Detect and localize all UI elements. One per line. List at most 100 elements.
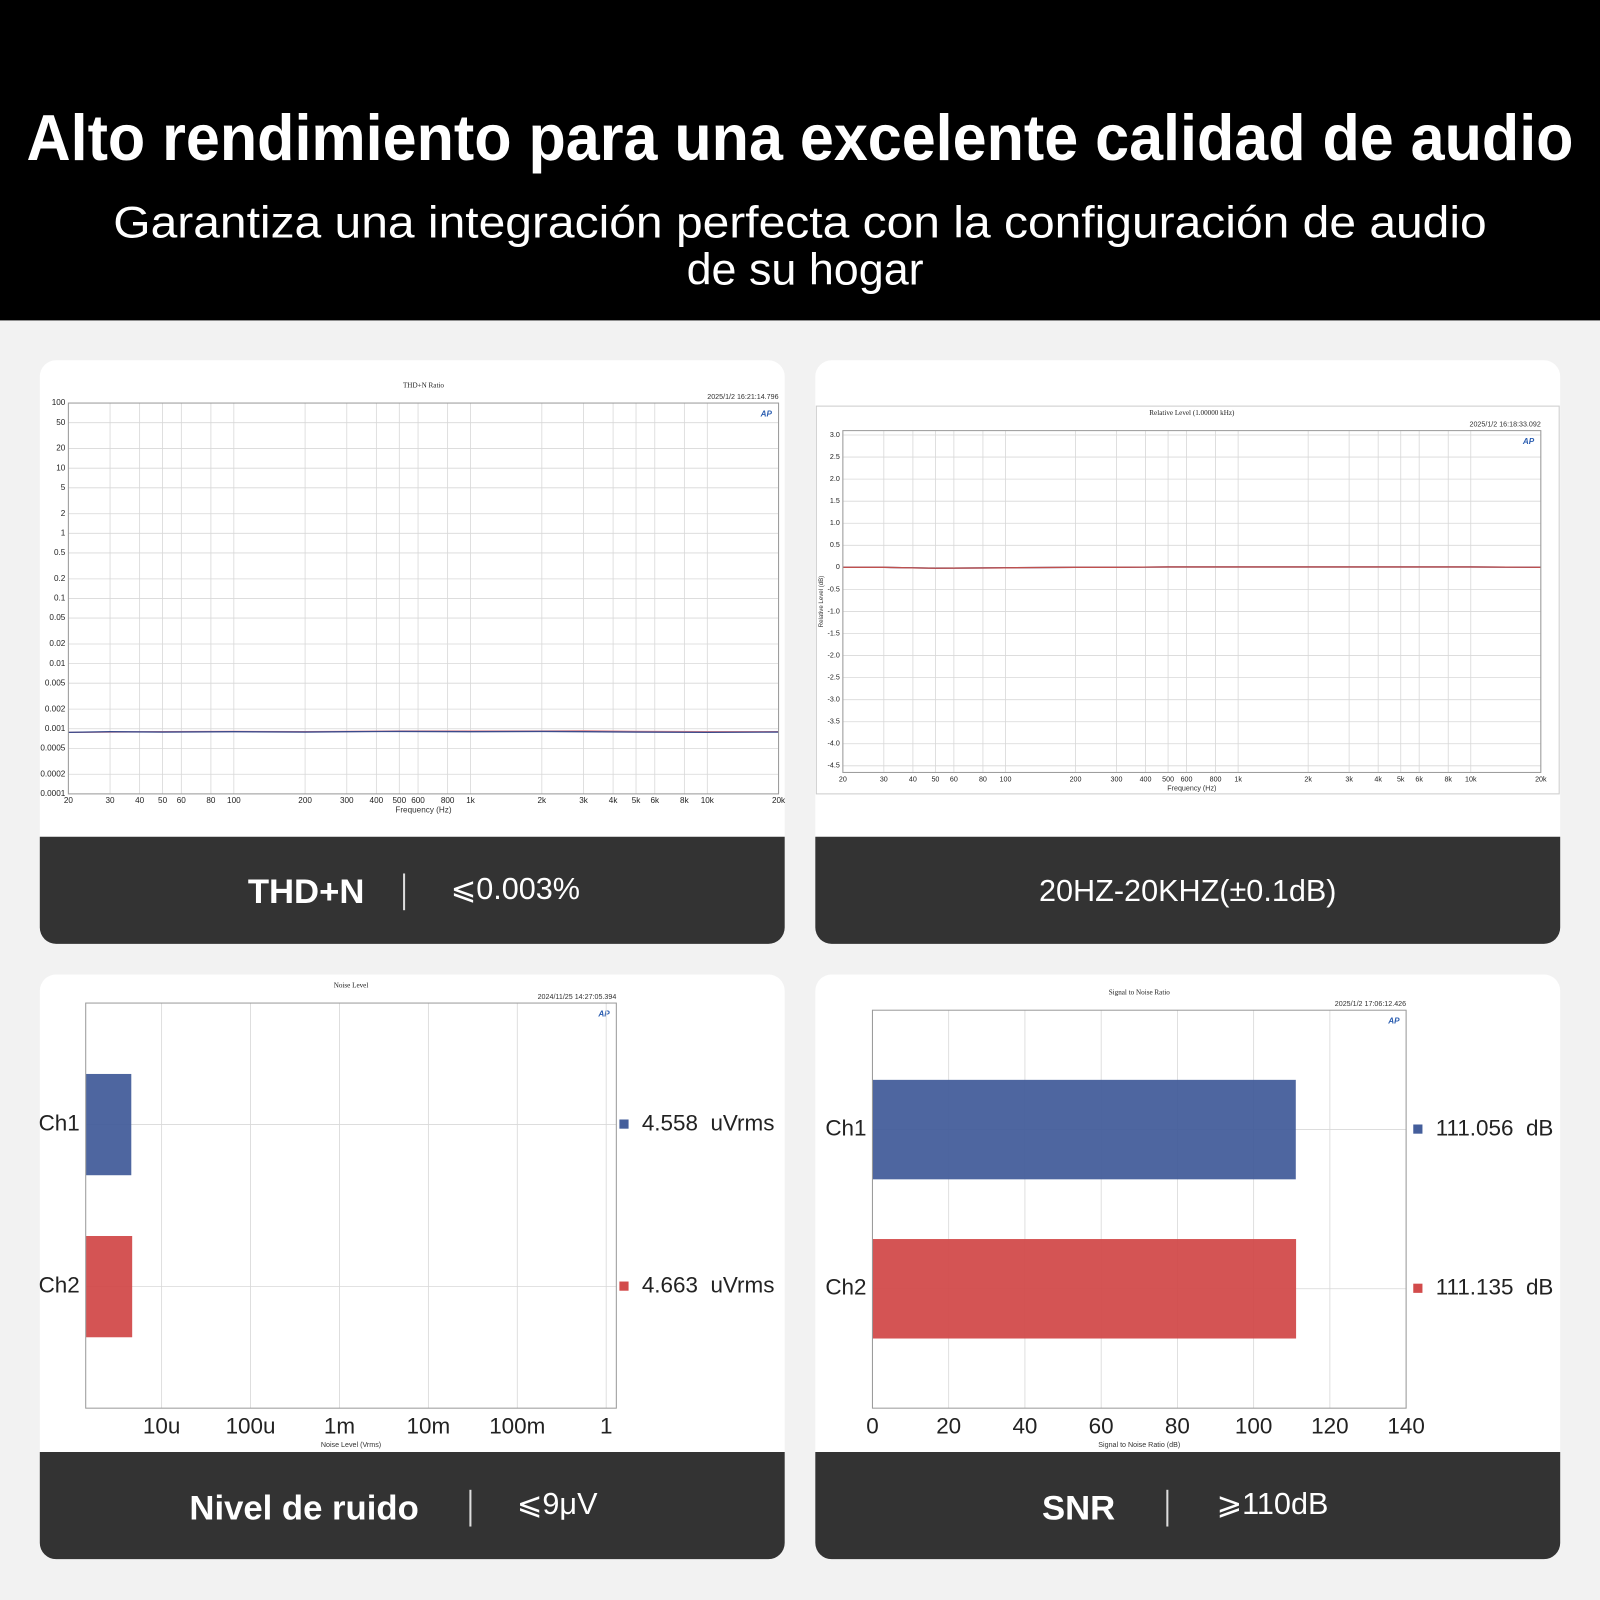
value-label: 111.135 dB [1436, 1275, 1554, 1300]
chart-border [815, 405, 1560, 795]
x-tick-label: 2k [1304, 775, 1312, 783]
category-label: Ch2 [825, 1275, 866, 1300]
category-label: Ch1 [825, 1116, 866, 1141]
x-tick-label: 10k [701, 796, 715, 805]
x-tick-label: 500 [393, 796, 407, 805]
x-tick-label: 3k [579, 796, 589, 805]
x-tick-label: 30 [880, 775, 888, 783]
card [815, 360, 1561, 944]
x-tick-label: 40 [135, 796, 145, 805]
y-tick-label: -1.5 [828, 629, 840, 637]
caption-label: SNR [1042, 1489, 1115, 1527]
x-tick-label: 60 [950, 775, 958, 783]
y-tick-label: 5 [61, 483, 66, 492]
card [39, 974, 785, 1560]
timestamp: 2025/1/2 17:06:12.426 [1335, 1000, 1406, 1008]
chart-title: Signal to Noise Ratio [1109, 988, 1171, 996]
data-line [842, 566, 1541, 569]
caption-band [815, 1452, 1561, 1560]
caption-value: ⩽0.003% [451, 872, 580, 906]
legend-swatch [619, 1281, 629, 1291]
x-tick-label: 100 [1235, 1413, 1272, 1438]
x-tick-label: 120 [1311, 1413, 1348, 1438]
data-line [68, 730, 779, 734]
y-tick-label: 0.001 [45, 724, 66, 733]
x-tick-label: 10k [1465, 775, 1477, 783]
value-label: 4.558 uVrms [642, 1111, 775, 1136]
legend-swatch [619, 1119, 629, 1129]
logo: AP [1387, 1017, 1400, 1026]
logo: AP [597, 1009, 610, 1018]
card [39, 360, 785, 944]
x-tick-label: 8k [680, 796, 690, 805]
logo: AP [760, 409, 773, 418]
x-tick-label: 500 [1162, 775, 1174, 783]
y-tick-label: 3.0 [830, 431, 840, 439]
y-tick-label: -4.0 [828, 740, 840, 748]
caption-value: ⩾110dB [1217, 1487, 1329, 1521]
chart-title: Relative Level (1.00000 kHz) [1149, 409, 1235, 417]
y-tick-label: 50 [56, 418, 66, 427]
x-tick-label: 100 [227, 796, 241, 805]
y-tick-label: 1.0 [830, 519, 840, 527]
x-tick-label: 400 [1140, 775, 1152, 783]
x-tick-label: 8k [1444, 775, 1452, 783]
value-label: 111.056 dB [1436, 1116, 1554, 1141]
logo: AP [1522, 437, 1535, 446]
x-tick-label: 140 [1387, 1413, 1424, 1438]
x-tick-label: 1k [1234, 775, 1242, 783]
category-label: Ch1 [39, 1111, 80, 1136]
y-tick-label: 2 [61, 509, 66, 518]
x-tick-label: 20 [64, 796, 74, 805]
x-tick-label: 4k [609, 796, 619, 805]
x-tick-label: 80 [979, 775, 987, 783]
x-tick-label: 20k [772, 796, 786, 805]
x-tick-label: 0 [866, 1413, 878, 1438]
y-tick-label: -0.5 [828, 585, 840, 593]
x-tick-label: 80 [206, 796, 216, 805]
timestamp: 2025/1/2 16:18:33.092 [1469, 420, 1540, 428]
bar [872, 1239, 1297, 1339]
x-tick-label: 50 [931, 775, 939, 783]
y-tick-label: -3.0 [828, 696, 840, 704]
plot-frame [842, 430, 1542, 773]
caption-band [815, 836, 1561, 944]
x-axis-label: Frequency (Hz) [395, 805, 451, 814]
chart-title: Noise Level [334, 981, 369, 989]
y-tick-label: 0.02 [49, 639, 65, 648]
bar [85, 1235, 133, 1338]
y-tick-label: 0.5 [54, 548, 66, 557]
x-tick-label: 200 [1070, 775, 1082, 783]
plot-frame [67, 402, 780, 795]
caption-label: Nivel de ruido [189, 1489, 418, 1527]
x-tick-label: 4k [1374, 775, 1382, 783]
timestamp: 2025/1/2 16:21:14.796 [707, 393, 778, 401]
x-axis-label: Signal to Noise Ratio (dB) [1098, 1441, 1180, 1449]
y-tick-label: -3.5 [828, 718, 840, 726]
x-tick-label: 400 [370, 796, 384, 805]
y-tick-label: 0.0002 [40, 769, 65, 778]
x-tick-label: 600 [411, 796, 425, 805]
x-tick-label: 20k [1535, 775, 1547, 783]
y-tick-label: 1 [61, 528, 66, 537]
y-tick-label: 0.05 [49, 613, 65, 622]
y-tick-label: 2.0 [830, 475, 840, 483]
legend-swatch [1413, 1124, 1423, 1134]
caption-band [39, 1452, 785, 1560]
bar [872, 1079, 1296, 1180]
x-tick-label: 40 [1012, 1413, 1037, 1438]
y-tick-label: 1.5 [830, 497, 840, 505]
caption-label: 20HZ-20KHZ(±0.1dB) [1039, 874, 1337, 908]
y-tick-label: 0 [836, 563, 840, 571]
x-tick-label: 200 [298, 796, 312, 805]
x-tick-label: 1m [324, 1413, 355, 1438]
x-tick-label: 30 [106, 796, 116, 805]
caption-value: ⩽9μV [517, 1487, 598, 1521]
x-axis-label: Frequency (Hz) [1167, 785, 1216, 793]
y-tick-label: 0.002 [45, 704, 66, 713]
header-subtitle: Garantiza una integración perfecta con l… [113, 196, 1486, 247]
y-tick-label: 0.0001 [40, 789, 65, 798]
x-tick-label: 20 [839, 775, 847, 783]
plot-frame [871, 1009, 1407, 1409]
